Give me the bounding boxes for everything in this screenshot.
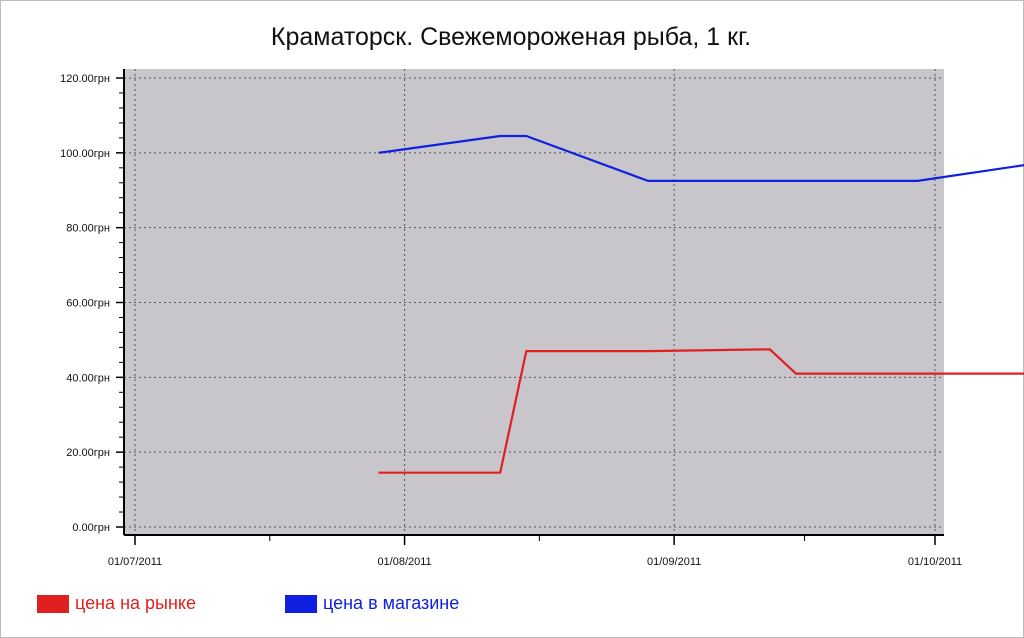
y-tick-label: 0.00грн [72,522,110,534]
x-tick-label: 01/08/2011 [377,556,431,568]
y-tick-label: 60.00грн [66,298,110,310]
y-tick-label: 20.00грн [66,447,110,459]
legend-label-market: цена на рынке [75,593,196,613]
grid-lines [124,69,944,535]
y-tick-label: 100.00грн [60,148,110,160]
y-tick-label: 80.00грн [66,223,110,235]
legend-item-shop: цена в магазине [285,593,459,614]
x-tick-label: 01/09/2011 [647,556,701,568]
x-tick-label: 01/10/2011 [908,556,962,568]
legend-item-market: цена на рынке [37,593,196,614]
legend-swatch-market [37,594,69,613]
series-line-0 [378,348,1024,474]
x-tick-label: 01/07/2011 [108,556,162,568]
y-tick-label: 40.00грн [66,372,110,384]
y-tick-label: 120.00грн [60,73,110,85]
legend-swatch-shop [285,594,317,613]
legend-label-shop: цена в магазине [323,593,460,613]
series-line-1 [378,134,1024,182]
series-layer [378,134,1024,474]
chart-title: Краматорск. Свежемороженая рыба, 1 кг. [271,23,751,51]
axes: 0.00грн 20.00грн 40.00грн 60.00грн 80.00грн 1… [60,69,962,568]
